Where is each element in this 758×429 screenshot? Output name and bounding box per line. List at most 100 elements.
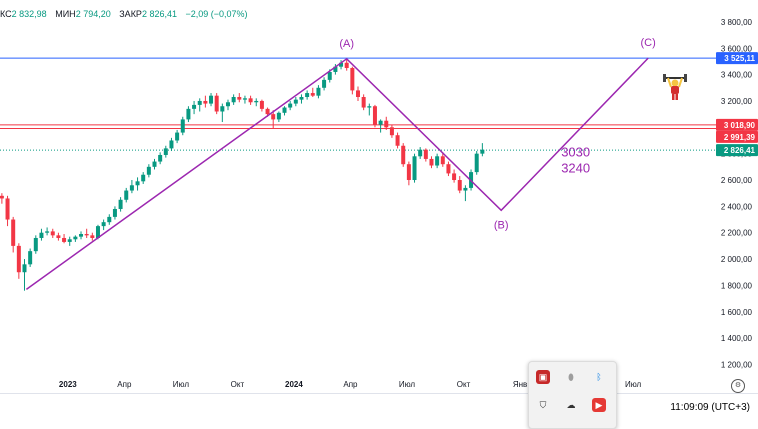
system-tray-popup: ▣ ⬮ ᛒ ⛉ ☁ ▶ [528, 361, 617, 429]
candle-body [446, 164, 451, 174]
candle-body [124, 190, 129, 200]
candle-body [322, 79, 327, 88]
candle-body [169, 140, 174, 149]
candle-body [299, 97, 304, 100]
y-tick-label: 3 400,00 [721, 71, 753, 80]
candle-body [288, 103, 293, 108]
low-label: МИН [55, 9, 76, 19]
candle-body [28, 251, 33, 265]
antivirus-icon[interactable]: ⬮ [568, 371, 574, 382]
candle-body [16, 245, 21, 273]
candle-body [361, 97, 366, 108]
candle-body [401, 145, 406, 165]
price-label: 2 826,41 [724, 146, 756, 155]
y-tick-label: 1 400,00 [721, 334, 753, 343]
wave-label: (A) [339, 38, 354, 50]
candle-body [344, 62, 349, 69]
x-tick-label: 2023 [59, 380, 77, 389]
y-tick-label: 3 200,00 [721, 97, 753, 106]
candle-body [79, 234, 84, 237]
shield-icon[interactable]: ▣ [536, 370, 550, 384]
candle-body [5, 198, 10, 220]
price-label-box [716, 52, 758, 65]
price-label: 3 525,11 [724, 54, 755, 63]
candle-body [129, 185, 134, 191]
candle-body [0, 195, 4, 199]
candle-series [0, 58, 485, 291]
candle-body [231, 97, 236, 103]
price-axis[interactable]: 3 800,003 600,003 400,003 200,003 000,00… [716, 18, 758, 370]
candle-body [423, 149, 428, 159]
target-annotation: 3240 [561, 160, 590, 175]
candle-body [440, 156, 445, 165]
candle-body [480, 149, 485, 154]
y-tick-label: 3 800,00 [721, 18, 753, 27]
candle-body [384, 120, 389, 128]
candle-body [474, 153, 479, 173]
candle-body [112, 208, 117, 217]
change-value: −2,09 (−0,07%) [185, 9, 248, 19]
wave-label: (B) [494, 219, 509, 231]
price-label: 2 991,39 [724, 133, 756, 142]
wave-label: (C) [641, 37, 656, 49]
candle-body [418, 149, 423, 157]
media-icon[interactable]: ▶ [592, 398, 606, 412]
candle-body [175, 132, 180, 141]
candle-body [220, 106, 225, 112]
y-tick-label: 3 600,00 [721, 44, 753, 53]
candle-body [372, 106, 377, 125]
x-tick-label: Окт [231, 380, 245, 389]
x-tick-label: Янв [513, 380, 527, 389]
candle-body [435, 156, 440, 166]
elliott-wave-line [25, 57, 649, 290]
candle-body [248, 98, 253, 103]
security-icon[interactable]: ⛉ [539, 399, 547, 410]
candle-body [225, 102, 230, 107]
open-value: 2 832,98 [11, 9, 47, 19]
candle-body [412, 156, 417, 181]
candle-body [39, 232, 44, 238]
candle-body [158, 154, 163, 162]
candle-body [310, 93, 315, 96]
candle-body [33, 237, 38, 252]
candle-body [406, 164, 411, 181]
target-annotation: 3030 [561, 144, 590, 159]
candle-body [135, 181, 140, 186]
y-tick-label: 2 600,00 [721, 176, 753, 185]
taskbar [0, 394, 758, 427]
candle-body [327, 71, 332, 80]
y-tick-label: 2 000,00 [721, 255, 753, 264]
candle-body [395, 135, 400, 146]
candle-body [118, 199, 123, 209]
open-label: КС [0, 9, 12, 19]
bluetooth-icon[interactable]: ᛒ [596, 372, 602, 382]
candle-body [356, 90, 360, 98]
price-label-box [716, 130, 758, 143]
candle-body [186, 108, 191, 120]
candle-body [463, 187, 468, 191]
candle-body [378, 120, 383, 125]
price-label-box [716, 144, 758, 157]
candle-body [214, 95, 219, 112]
candle-body [90, 235, 95, 238]
candle-body [316, 87, 321, 96]
x-tick-label: Июл [625, 380, 642, 389]
candle-body [271, 114, 276, 120]
system-clock[interactable]: 11:09:09 (UTC+3) [670, 402, 750, 413]
close-value: 2 826,41 [141, 9, 177, 19]
candle-body [333, 66, 338, 72]
candle-body [22, 264, 27, 273]
candle-body [276, 112, 281, 120]
gear-icon[interactable]: ⚙ [731, 379, 745, 393]
candle-body [163, 148, 168, 155]
x-tick-label: Окт [457, 380, 471, 389]
candle-body [237, 97, 242, 100]
horizontal-lines [0, 57, 716, 151]
candle-body [339, 62, 344, 67]
y-tick-label: 2 400,00 [721, 202, 753, 211]
low-value: 2 794,20 [75, 9, 111, 19]
cloud-icon[interactable]: ☁ [566, 399, 576, 410]
candle-body [180, 119, 185, 133]
